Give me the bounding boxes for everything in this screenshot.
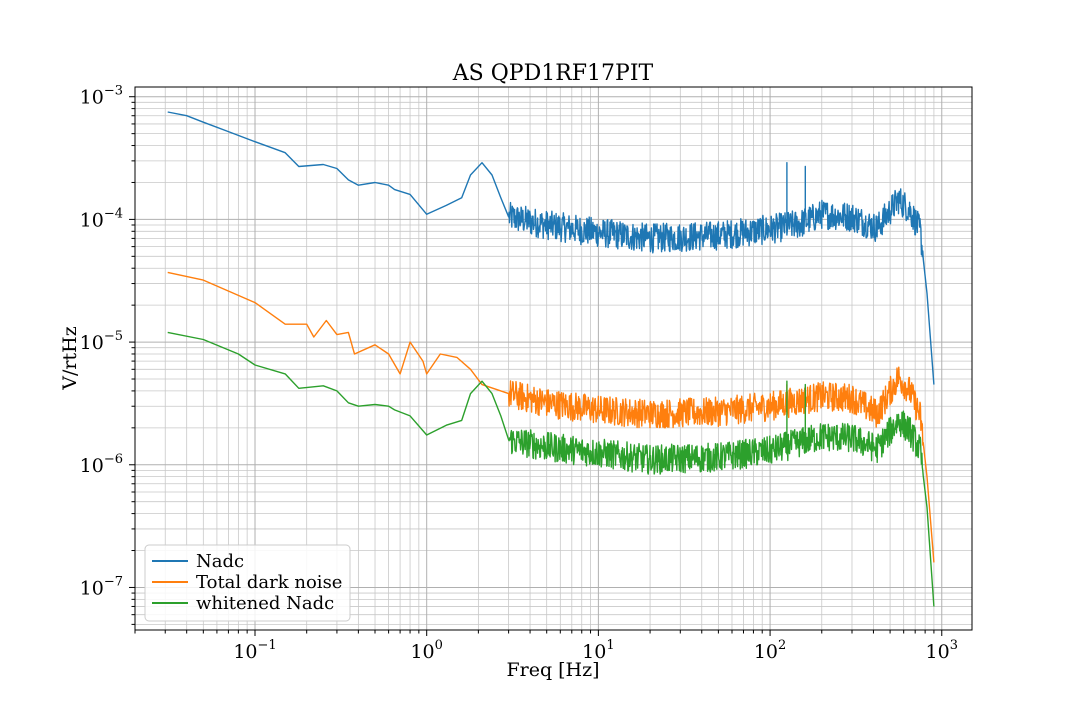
y-tick-label: 10−6 bbox=[80, 452, 123, 477]
tick-labels: 10−1 100 101 102 103 10−7 10−6 10−5 10−4 10−3 bbox=[80, 84, 958, 663]
series-layer bbox=[167, 111, 935, 607]
plot-frame bbox=[134, 86, 973, 631]
legend: Nadc Total dark noise whitened Nadc bbox=[144, 544, 351, 622]
x-tick-label: 101 bbox=[582, 638, 614, 663]
legend-label-whitened-nadc: whitened Nadc bbox=[196, 593, 334, 614]
series-line-nadc bbox=[167, 111, 935, 385]
y-tick-label: 10−5 bbox=[80, 329, 123, 354]
minor-grid bbox=[134, 87, 972, 630]
legend-box bbox=[144, 544, 351, 622]
x-axis-label: Freq [Hz] bbox=[506, 659, 599, 681]
series-line-total-dark-noise bbox=[167, 271, 935, 563]
y-tick-label: 10−3 bbox=[80, 84, 123, 109]
legend-label-nadc: Nadc bbox=[196, 551, 244, 572]
y-axis-label: V/rtHz bbox=[59, 326, 81, 390]
legend-label-total-dark-noise: Total dark noise bbox=[196, 572, 342, 593]
x-tick-label: 10−1 bbox=[233, 638, 276, 663]
y-tick-label: 10−7 bbox=[80, 574, 123, 599]
x-tick-label: 103 bbox=[926, 638, 958, 663]
y-tick-label: 10−4 bbox=[80, 206, 123, 231]
x-tick-label: 100 bbox=[410, 638, 442, 663]
series-line-whitened-nadc bbox=[167, 331, 935, 607]
chart-title: AS QPD1RF17PIT bbox=[452, 61, 654, 86]
axis-ticks bbox=[129, 96, 943, 636]
x-tick-label: 102 bbox=[754, 638, 786, 663]
